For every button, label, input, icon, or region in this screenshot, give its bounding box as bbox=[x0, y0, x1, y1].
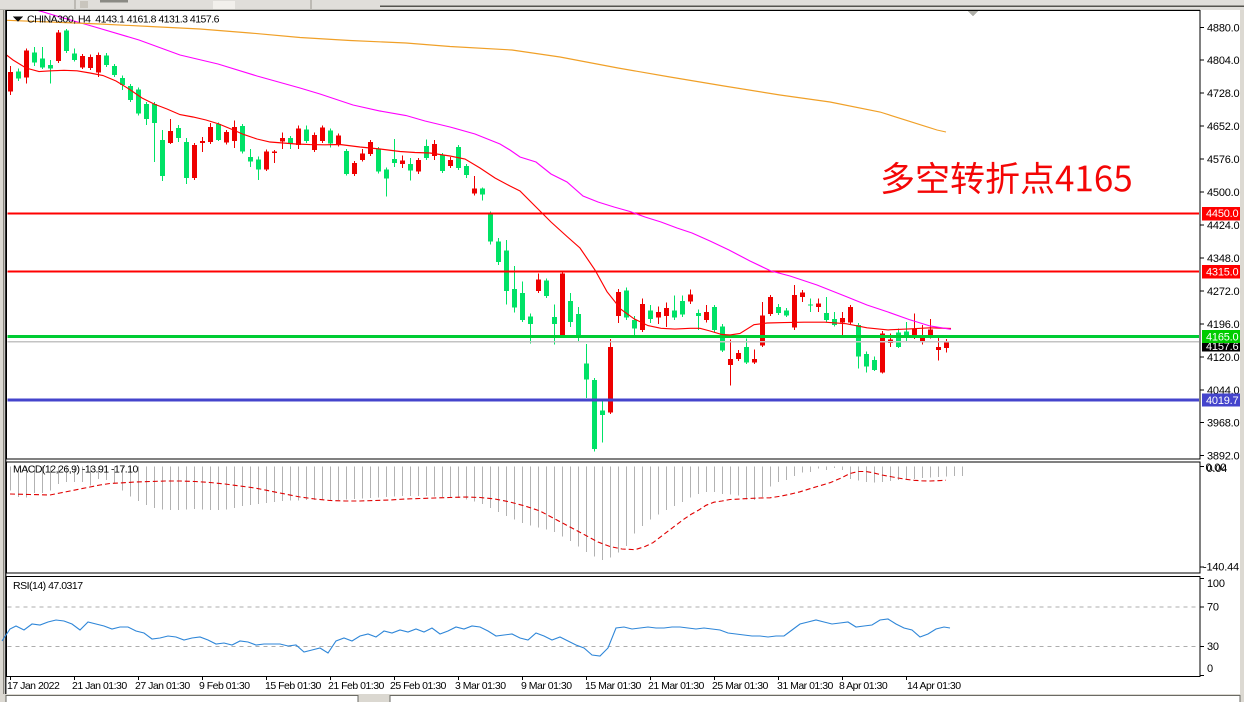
svg-text:4728.0: 4728.0 bbox=[1207, 88, 1240, 100]
svg-text:9 Mar 01:30: 9 Mar 01:30 bbox=[521, 680, 572, 692]
svg-text:4348.0: 4348.0 bbox=[1207, 253, 1240, 265]
svg-text:3968.0: 3968.0 bbox=[1207, 418, 1240, 430]
svg-text:4424.0: 4424.0 bbox=[1207, 220, 1240, 232]
svg-text:0: 0 bbox=[1207, 663, 1213, 675]
svg-text:4019.7: 4019.7 bbox=[1206, 395, 1239, 407]
svg-text:4450.0: 4450.0 bbox=[1206, 208, 1239, 220]
svg-text:25 Feb 01:30: 25 Feb 01:30 bbox=[390, 680, 447, 692]
svg-text:CHINA300, H4 4143.1 4161.8 41: CHINA300, H4 4143.1 4161.8 4131.3 4157.6 bbox=[27, 14, 220, 26]
svg-text:4652.0: 4652.0 bbox=[1207, 121, 1240, 133]
svg-text:17 Jan 2022: 17 Jan 2022 bbox=[7, 680, 60, 692]
svg-text:4804.0: 4804.0 bbox=[1207, 55, 1240, 67]
svg-text:0.04: 0.04 bbox=[1207, 463, 1228, 475]
svg-text:4165.0: 4165.0 bbox=[1206, 332, 1239, 344]
svg-text:100: 100 bbox=[1207, 578, 1225, 590]
svg-text:4880.0: 4880.0 bbox=[1207, 22, 1240, 34]
svg-text:21 Jan 01:30: 21 Jan 01:30 bbox=[72, 680, 127, 692]
svg-text:8 Apr 01:30: 8 Apr 01:30 bbox=[839, 680, 888, 692]
svg-text:70: 70 bbox=[1207, 602, 1219, 614]
svg-text:4157.6: 4157.6 bbox=[1206, 341, 1239, 353]
svg-text:9 Feb 01:30: 9 Feb 01:30 bbox=[199, 680, 250, 692]
svg-text:4272.0: 4272.0 bbox=[1207, 286, 1240, 298]
svg-text:4500.0: 4500.0 bbox=[1207, 187, 1240, 199]
svg-text:4576.0: 4576.0 bbox=[1207, 154, 1240, 166]
svg-text:31 Mar 01:30: 31 Mar 01:30 bbox=[777, 680, 834, 692]
svg-text:25 Mar 01:30: 25 Mar 01:30 bbox=[712, 680, 769, 692]
svg-text:MACD(12,26,9) -13.91 -17.10: MACD(12,26,9) -13.91 -17.10 bbox=[13, 464, 138, 476]
svg-text:21 Feb 01:30: 21 Feb 01:30 bbox=[328, 680, 385, 692]
svg-text:27 Jan 01:30: 27 Jan 01:30 bbox=[135, 680, 190, 692]
svg-text:3892.0: 3892.0 bbox=[1207, 451, 1240, 463]
svg-text:14 Apr 01:30: 14 Apr 01:30 bbox=[907, 680, 961, 692]
svg-text:RSI(14) 47.0317: RSI(14) 47.0317 bbox=[13, 580, 83, 592]
svg-text:4196.0: 4196.0 bbox=[1207, 319, 1240, 331]
svg-text:4315.0: 4315.0 bbox=[1206, 267, 1239, 279]
svg-text:-140.44: -140.44 bbox=[1203, 562, 1239, 574]
svg-text:30: 30 bbox=[1207, 641, 1219, 653]
svg-text:4120.0: 4120.0 bbox=[1207, 352, 1240, 364]
svg-text:15 Feb 01:30: 15 Feb 01:30 bbox=[265, 680, 322, 692]
svg-text:15 Mar 01:30: 15 Mar 01:30 bbox=[585, 680, 642, 692]
svg-text:0.00: 0.00 bbox=[1206, 462, 1227, 474]
svg-text:3 Mar 01:30: 3 Mar 01:30 bbox=[455, 680, 506, 692]
svg-text:21 Mar 01:30: 21 Mar 01:30 bbox=[648, 680, 705, 692]
